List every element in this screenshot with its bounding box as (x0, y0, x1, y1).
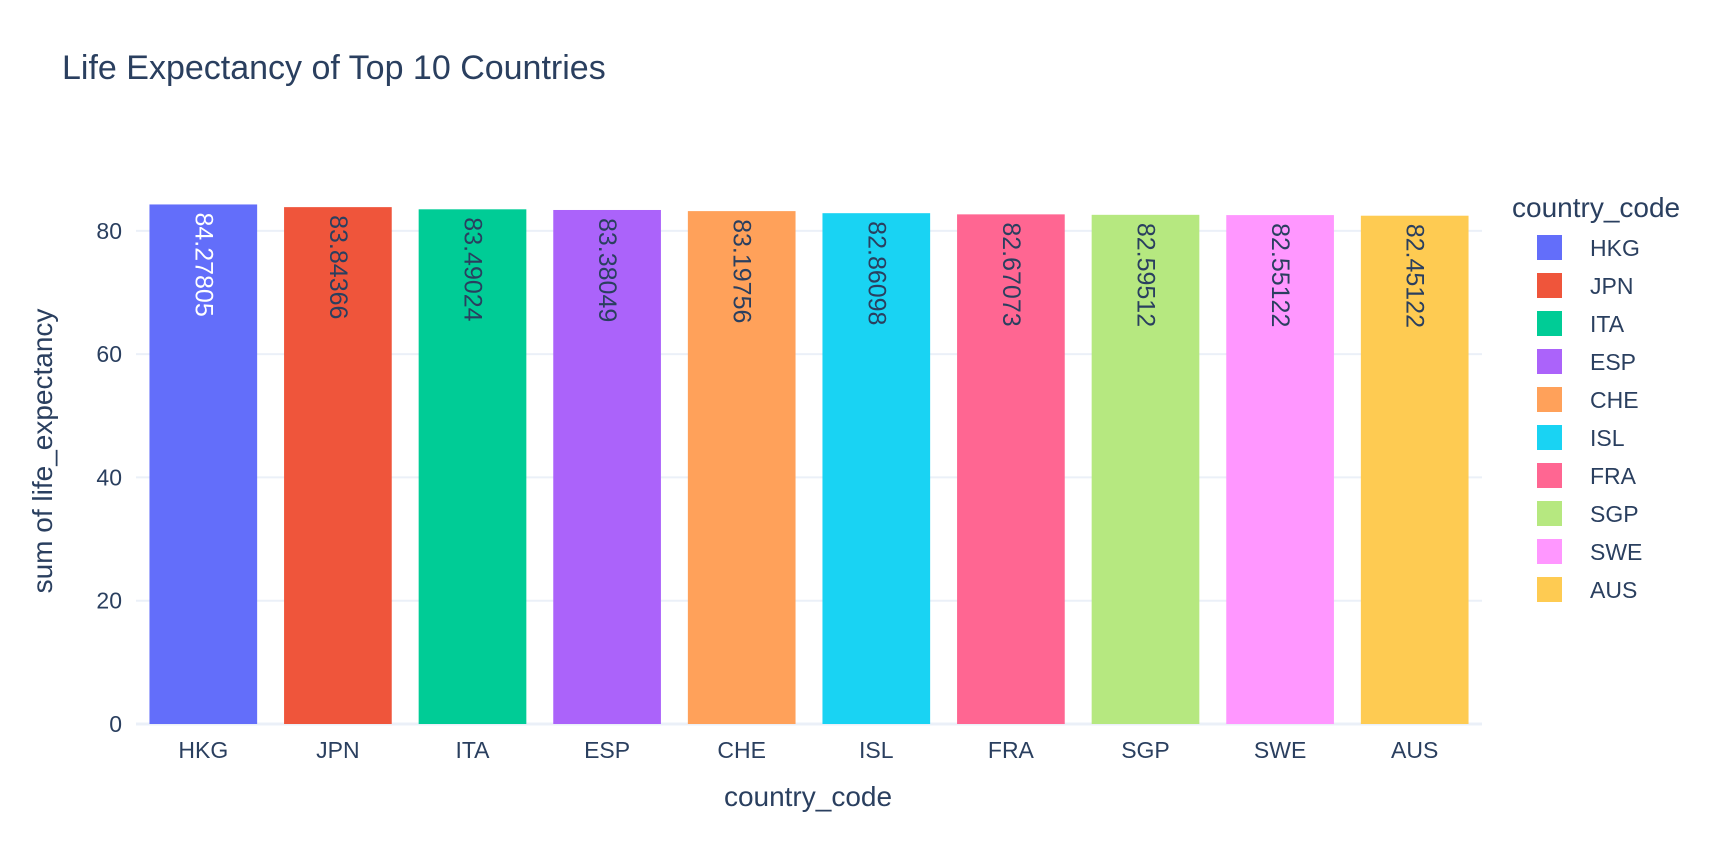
y-tick-label: 60 (96, 341, 122, 367)
legend-title: country_code (1512, 192, 1680, 223)
x-tick-label: CHE (717, 737, 766, 763)
bar-data-label: 82.67073 (997, 222, 1025, 326)
legend-label: ESP (1590, 349, 1636, 375)
y-tick-label: 20 (96, 588, 122, 614)
legend-item-aus[interactable]: AUS (1537, 577, 1637, 603)
y-tick-label: 0 (109, 711, 122, 737)
legend-label: ISL (1590, 425, 1625, 451)
y-axis-title: sum of life_expectancy (27, 309, 58, 594)
legend-label: JPN (1590, 273, 1633, 299)
bar-hkg[interactable] (149, 204, 258, 724)
legend-swatch (1537, 349, 1562, 374)
bar-jpn[interactable] (284, 207, 392, 725)
x-tick-label: AUS (1391, 737, 1438, 763)
legend-swatch (1537, 539, 1562, 564)
y-axis-ticks: 0 20 40 60 80 (96, 218, 122, 737)
legend-label: FRA (1590, 463, 1637, 489)
legend-swatch (1537, 577, 1562, 602)
bar-isl[interactable] (822, 213, 931, 724)
bar-swe[interactable] (1226, 215, 1334, 724)
bar-aus[interactable] (1360, 215, 1469, 725)
x-axis-ticks: HKG JPN ITA ESP CHE ISL FRA SGP SWE AUS (178, 737, 1438, 763)
x-axis-title: country_code (724, 781, 892, 812)
legend-item-swe[interactable]: SWE (1537, 539, 1642, 565)
bar-data-label: 82.86098 (862, 221, 890, 325)
bar-data-label: 83.49024 (459, 217, 487, 321)
legend-label: HKG (1590, 235, 1640, 261)
x-tick-label: ESP (584, 737, 630, 763)
legend-label: AUS (1590, 577, 1637, 603)
legend-label: SGP (1590, 501, 1639, 527)
bar-esp[interactable] (553, 209, 661, 724)
bar-fra[interactable] (957, 214, 1065, 725)
legend-swatch (1537, 311, 1562, 336)
x-tick-label: ITA (455, 737, 490, 763)
bar-data-labels: 84.27805 83.84366 83.49024 83.38049 83.19756… (189, 212, 1428, 328)
legend-swatch (1537, 463, 1562, 488)
x-tick-label: SGP (1121, 737, 1170, 763)
bar-sgp[interactable] (1091, 214, 1200, 724)
legend-item-che[interactable]: CHE (1537, 387, 1639, 413)
bars (149, 204, 1469, 725)
bar-data-label: 82.55122 (1266, 223, 1294, 327)
x-tick-label: SWE (1254, 737, 1306, 763)
bar-data-label: 82.45122 (1401, 224, 1429, 328)
legend-item-ita[interactable]: ITA (1537, 311, 1625, 337)
y-tick-label: 40 (96, 464, 122, 490)
y-tick-label: 80 (96, 218, 122, 244)
legend-item-isl[interactable]: ISL (1537, 425, 1625, 451)
legend-items: HKG JPN ITA ESP CHE ISL FRA SGP SWE AUS (1537, 235, 1642, 603)
x-tick-label: FRA (988, 737, 1035, 763)
legend-item-fra[interactable]: FRA (1537, 463, 1637, 489)
legend-swatch (1537, 235, 1562, 260)
legend-swatch (1537, 425, 1562, 450)
x-tick-label: JPN (316, 737, 359, 763)
x-tick-label: ISL (859, 737, 894, 763)
chart-title: Life Expectancy of Top 10 Countries (62, 49, 606, 87)
bar-data-label: 83.38049 (593, 218, 621, 322)
bar-data-label: 83.19756 (728, 219, 756, 323)
bar-data-label: 84.27805 (189, 212, 217, 316)
legend-label: SWE (1590, 539, 1642, 565)
legend-swatch (1537, 387, 1562, 412)
bar-ita[interactable] (418, 209, 527, 724)
legend-item-jpn[interactable]: JPN (1537, 273, 1633, 299)
legend-item-hkg[interactable]: HKG (1537, 235, 1640, 261)
legend-swatch (1537, 501, 1562, 526)
x-tick-label: HKG (178, 737, 228, 763)
legend: country_code HKG JPN ITA ESP CHE ISL FRA SGP SWE… (1512, 192, 1680, 603)
legend-swatch (1537, 273, 1562, 298)
bar-che[interactable] (687, 211, 796, 724)
legend-label: ITA (1590, 311, 1625, 337)
bar-data-label: 82.59512 (1132, 223, 1160, 327)
bar-data-label: 83.84366 (324, 215, 352, 319)
legend-label: CHE (1590, 387, 1639, 413)
legend-item-sgp[interactable]: SGP (1537, 501, 1639, 527)
legend-item-esp[interactable]: ESP (1537, 349, 1636, 375)
